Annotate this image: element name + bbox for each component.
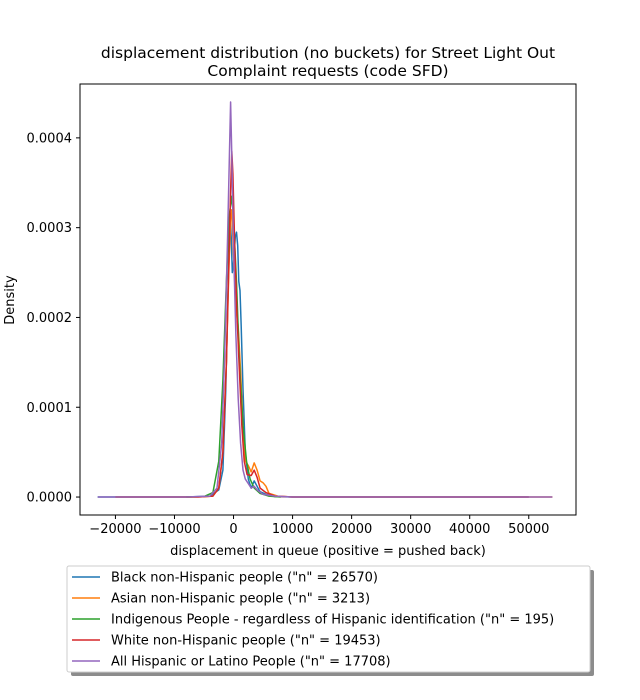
legend-label-4: All Hispanic or Latino People ("n" = 177… <box>111 655 391 670</box>
y-axis-label: Density <box>3 275 18 325</box>
y-tick-label: 0.0002 <box>27 311 73 326</box>
legend-box <box>66 565 591 673</box>
ticks-layer: −20000 −10000 0 10000 20000 30000 40000 50000 0.… <box>27 131 550 537</box>
series-line-3 <box>115 150 529 498</box>
legend-label-1: Asian non-Hispanic people ("n" = 3213) <box>111 592 370 607</box>
x-tick-label: −10000 <box>148 522 200 537</box>
axes-frame <box>79 83 577 516</box>
legend-label-2: Indigenous People - regardless of Hispan… <box>111 613 554 628</box>
y-tick-label: 0.0003 <box>27 221 73 236</box>
x-tick-label: −20000 <box>89 522 141 537</box>
legend-label-0: Black non-Hispanic people ("n" = 26570) <box>111 571 378 586</box>
x-tick-label: 10000 <box>272 522 313 537</box>
x-tick-label: 20000 <box>331 522 372 537</box>
chart-title-line-2: Complaint requests (code SFD) <box>207 62 448 80</box>
legend-label-3: White non-Hispanic people ("n" = 19453) <box>111 634 381 649</box>
x-tick-label: 0 <box>229 522 237 537</box>
chart-title-line-1: displacement distribution (no buckets) f… <box>101 44 555 62</box>
y-tick-label: 0.0004 <box>27 131 73 146</box>
x-tick-label: 30000 <box>390 522 431 537</box>
y-tick-label: 0.0001 <box>27 401 73 416</box>
x-tick-label: 50000 <box>508 522 549 537</box>
plot-area <box>79 83 577 516</box>
y-tick-label: 0.0000 <box>27 491 73 506</box>
x-tick-label: 40000 <box>449 522 490 537</box>
legend-items: Black non-Hispanic people ("n" = 26570) A… <box>72 571 554 670</box>
legend: Black non-Hispanic people ("n" = 26570) A… <box>66 565 594 676</box>
x-axis-label: displacement in queue (positive = pushed… <box>170 544 486 559</box>
lines-layer <box>97 101 553 498</box>
series-line-4 <box>97 101 553 498</box>
